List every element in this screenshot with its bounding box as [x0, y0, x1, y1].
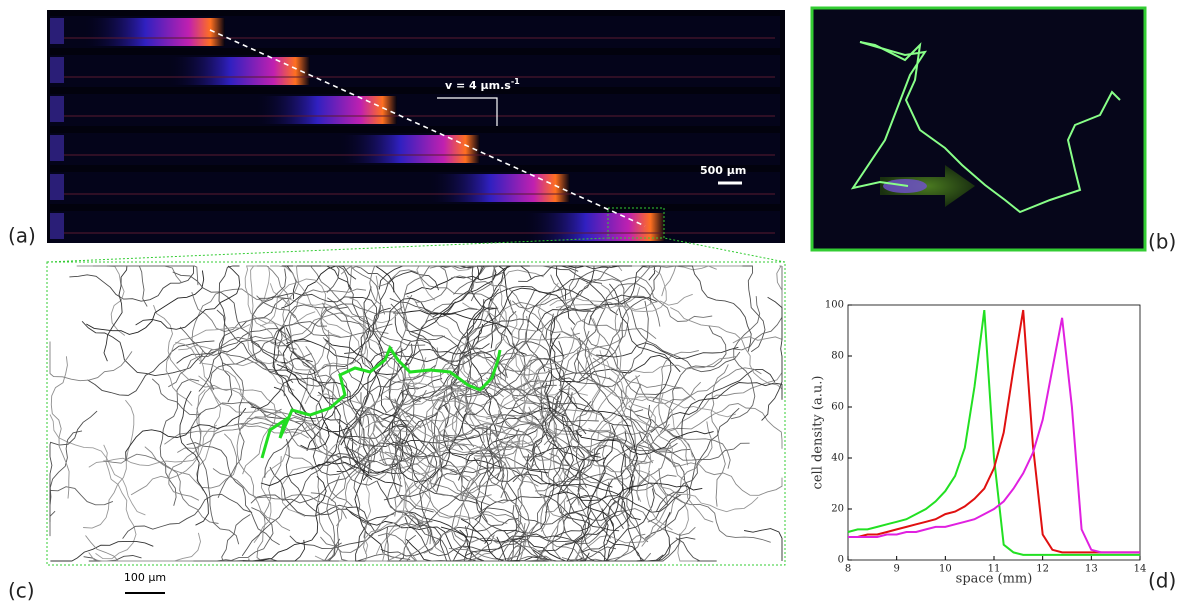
panel-label: (b): [1148, 230, 1176, 254]
figure-canvas: v = 4 μm.s-1 500 μm (a) (b) 100 μm (c) (…: [0, 0, 1184, 605]
plot-area: [848, 305, 1140, 560]
panel-label: (a): [8, 224, 36, 248]
inset: [812, 8, 1145, 250]
y-tick-label: 40: [831, 453, 844, 464]
x-tick-label: 9: [893, 564, 899, 575]
y-tick-label: 60: [831, 402, 844, 413]
panel-label: (d): [1148, 569, 1176, 593]
x-tick-label: 10: [939, 564, 952, 575]
strip: [50, 211, 780, 243]
inlet: [50, 96, 64, 122]
front-blob: [80, 18, 225, 46]
front-blob: [425, 174, 570, 202]
velocity-label: v = 4 μm.s-1: [445, 77, 520, 93]
front-blob: [165, 57, 310, 85]
y-tick-label: 20: [831, 504, 844, 515]
inlet: [50, 213, 64, 239]
velocity-exponent: -1: [511, 77, 520, 86]
front-blob: [252, 96, 397, 124]
velocity-text: v = 4 μm.s: [445, 79, 511, 92]
scale-bar-label: 500 μm: [700, 164, 746, 177]
scale-bar-label: 100 μm: [124, 571, 166, 584]
y-tick-label: 0: [838, 555, 844, 566]
x-tick-label: 14: [1134, 564, 1147, 575]
x-tick-label: 8: [845, 564, 851, 575]
panel-b: (b): [812, 8, 1176, 254]
y-axis-label: cell density (a.u.): [811, 376, 826, 490]
strip: [50, 55, 780, 87]
panel-a: v = 4 μm.s-1 500 μm (a): [8, 10, 785, 248]
y-tick-label: 80: [831, 351, 844, 362]
inlet: [50, 135, 64, 161]
inlet: [50, 18, 64, 44]
x-axis-label: space (mm): [956, 572, 1033, 587]
front-blob: [335, 135, 480, 163]
panel-label: (c): [8, 579, 35, 603]
y-tick-label: 100: [825, 300, 844, 311]
panel-d: (d) 891011121314020406080100space (mm)ce…: [811, 300, 1177, 593]
series-line: [848, 310, 1140, 552]
x-tick-label: 13: [1085, 564, 1098, 575]
panel-c: 100 μm (c): [8, 262, 785, 603]
strip: [50, 94, 780, 126]
x-tick-label: 12: [1036, 564, 1049, 575]
series-line: [848, 310, 1140, 555]
strip: [50, 172, 780, 204]
inlet: [50, 174, 64, 200]
inlet: [50, 57, 64, 83]
series-line: [848, 318, 1140, 553]
front-blob: [520, 213, 665, 241]
figure: v = 4 μm.s-1 500 μm (a) (b) 100 μm (c) (…: [0, 0, 1184, 605]
